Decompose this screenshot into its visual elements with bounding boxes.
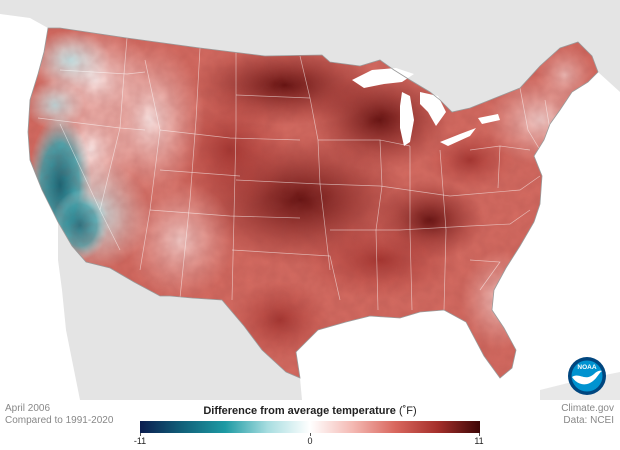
state-borders [37,37,551,311]
credits: Climate.gov Data: NCEI [561,403,614,427]
lake-huron [420,92,446,126]
lake-michigan [400,92,414,146]
legend-colorbar [140,421,480,433]
lake-erie [440,128,476,146]
baja-peninsula [60,262,130,372]
baseline-period: Compared to 1991-2020 [5,415,114,426]
noaa-logo-text: NOAA [577,364,596,371]
legend-tick-min: -11 [133,436,147,446]
legend-unit: (˚F) [398,405,417,417]
legend-title-text: Difference from average temperature [203,405,396,417]
us-temperature-anomaly-map [0,0,620,400]
us-outline [27,27,599,379]
noaa-logo: NOAA [568,357,606,395]
legend-tick-max: 11 [474,436,484,446]
legend-tick-mid-line [310,433,311,436]
period-info: April 2006 Compared to 1991-2020 [5,403,113,427]
legend-tick-min-line [140,433,141,436]
period-month: April 2006 [5,403,51,414]
legend-tick-mid: 0 [307,436,313,446]
lake-ontario [478,114,500,124]
data-source: Data: NCEI [563,415,614,426]
source-site: Climate.gov [561,403,614,414]
legend-tick-max-line [479,433,480,436]
canada-landmass [0,0,620,112]
legend-title: Difference from average temperature (˚F) [140,405,480,418]
